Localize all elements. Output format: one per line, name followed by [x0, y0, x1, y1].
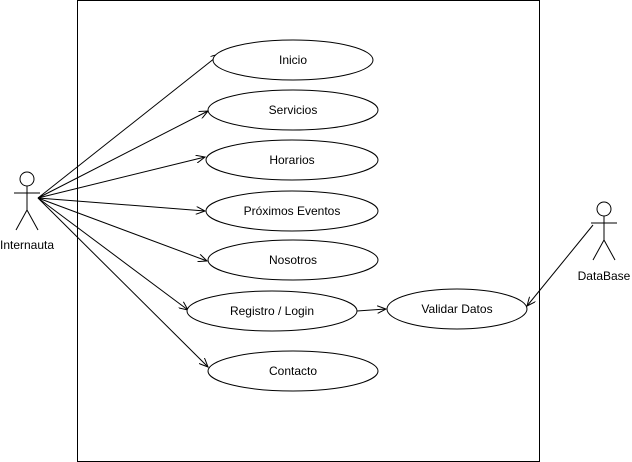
actor-user-label: Internauta — [0, 238, 54, 252]
use-case-registro-label: Registro / Login — [230, 304, 314, 318]
use-case-horarios-label: Horarios — [269, 153, 314, 167]
use-case-eventos[interactable]: Próximos Eventos — [205, 190, 379, 232]
use-case-servicios[interactable]: Servicios — [207, 89, 379, 131]
actor-user-icon — [14, 171, 40, 231]
association-inicio — [37, 54, 220, 199]
use-case-validar-label: Validar Datos — [421, 302, 492, 316]
use-case-nosotros-shape — [207, 239, 379, 281]
use-case-contacto-label: Contacto — [269, 364, 317, 378]
use-case-validar-shape — [386, 288, 528, 330]
associations — [37, 54, 594, 367]
association-registro — [37, 197, 188, 310]
association-nosotros — [37, 197, 207, 261]
association-servicios — [37, 111, 208, 199]
association-eventos — [37, 197, 205, 211]
use-case-registro-shape — [186, 290, 358, 332]
use-case-contacto[interactable]: Contacto — [207, 350, 379, 392]
use-case-horarios-shape — [205, 139, 379, 181]
actor-database[interactable]: DataBase — [578, 201, 631, 283]
use-case-registro[interactable]: Registro / Login — [186, 290, 358, 332]
use-case-inicio-label: Inicio — [279, 53, 307, 67]
use-case-servicios-shape — [207, 89, 379, 131]
association-horarios — [37, 157, 205, 199]
use-case-horarios[interactable]: Horarios — [205, 139, 379, 181]
actor-database-label: DataBase — [578, 269, 631, 283]
actor-user[interactable]: Internauta — [0, 171, 54, 252]
actor-database-icon — [591, 201, 617, 261]
use-case-servicios-label: Servicios — [269, 103, 318, 117]
use-case-inicio[interactable]: Inicio — [212, 39, 374, 81]
use-case-validar[interactable]: Validar Datos — [386, 288, 528, 330]
association-contacto — [37, 197, 208, 367]
association-database-validar — [527, 224, 594, 306]
use-case-nosotros-label: Nosotros — [269, 253, 317, 267]
use-case-eventos-shape — [205, 190, 379, 232]
use-case-eventos-label: Próximos Eventos — [244, 204, 341, 218]
association-registro-validar — [356, 309, 386, 311]
use-case-inicio-shape — [212, 39, 374, 81]
use-case-contacto-shape — [207, 350, 379, 392]
use-case-nosotros[interactable]: Nosotros — [207, 239, 379, 281]
